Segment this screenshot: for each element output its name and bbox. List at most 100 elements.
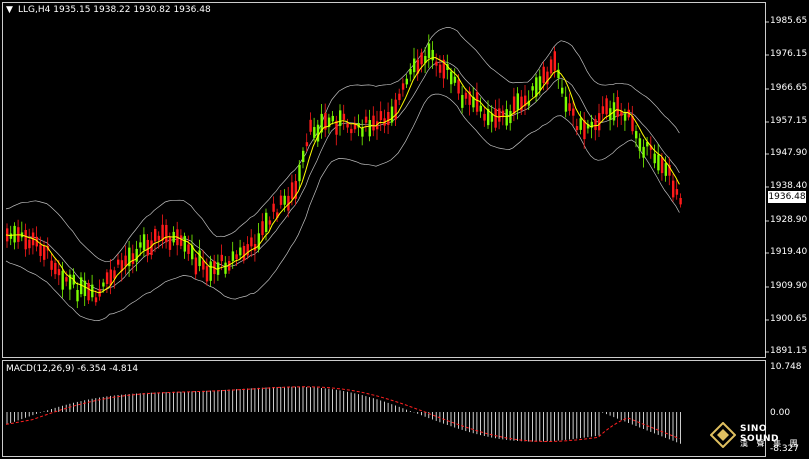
candle-body <box>209 261 212 281</box>
price-axis-label: 1966.65 <box>770 83 808 93</box>
candle-body <box>538 76 542 91</box>
candle-body <box>420 52 423 65</box>
candle-body <box>61 270 64 290</box>
macd-axis-bottom: -8.327 <box>770 444 800 454</box>
candle-body <box>146 239 149 256</box>
candle-body <box>294 180 297 199</box>
candle-body <box>9 233 13 239</box>
candle-body <box>672 180 675 198</box>
candle-body <box>316 124 320 142</box>
candle-body <box>453 76 457 83</box>
candle-body <box>331 115 334 122</box>
candle-body <box>468 91 471 105</box>
candle-body <box>183 235 186 252</box>
candle-body <box>94 297 98 303</box>
price-axis-label: 1947.90 <box>770 148 808 158</box>
candle-body <box>475 92 479 112</box>
candle-body <box>668 164 671 176</box>
candle-body <box>43 245 46 260</box>
candle-body <box>531 86 534 91</box>
candle-body <box>313 127 316 138</box>
candle-body <box>242 245 246 261</box>
candle-body <box>65 277 68 282</box>
candle-body <box>80 277 83 295</box>
candle-body <box>124 255 127 267</box>
candle-body <box>509 110 512 124</box>
candle-body <box>490 113 494 122</box>
candle-body <box>231 251 235 261</box>
candle-body <box>268 220 272 225</box>
candle-body <box>50 260 53 270</box>
candle-body <box>512 96 516 114</box>
symbol-info: LLG,H4 1935.15 1938.22 1930.82 1936.48 <box>18 5 211 15</box>
candle-body <box>228 261 231 271</box>
candle-body <box>224 262 227 274</box>
candle-body <box>431 49 434 61</box>
price-axis-label: 1909.90 <box>770 281 808 291</box>
candle-body <box>353 123 357 130</box>
bollinger-mid <box>5 61 680 291</box>
candle-body <box>165 224 168 243</box>
candle-body <box>575 126 579 131</box>
menu-icon[interactable]: ▼ <box>6 5 13 15</box>
candle-body <box>142 234 146 251</box>
candle-body <box>623 113 627 121</box>
candle-body <box>335 120 338 135</box>
candle-body <box>501 110 505 118</box>
candle-body <box>283 195 286 205</box>
candle-body <box>309 119 312 132</box>
candle-body <box>446 64 449 71</box>
candle-body <box>239 247 242 256</box>
candle-body <box>187 244 190 254</box>
candlesticks <box>6 34 682 309</box>
candle-body <box>28 239 31 249</box>
candle-body <box>272 203 275 212</box>
candle-body <box>191 245 194 260</box>
candle-body <box>664 163 667 176</box>
candle-body <box>109 269 112 286</box>
candle-body <box>35 236 38 247</box>
candle-body <box>113 270 116 279</box>
candle-body <box>128 247 131 267</box>
candle-body <box>675 189 679 195</box>
candle-body <box>364 116 368 123</box>
candle-body <box>387 112 390 125</box>
candle-body <box>261 221 264 236</box>
candle-body <box>646 141 649 147</box>
logo-subtitle: 漢 聲 集 團 <box>740 439 801 448</box>
candle-body <box>131 253 135 264</box>
candle-body <box>527 101 531 106</box>
candle-body <box>135 248 138 262</box>
candle-body <box>250 237 253 247</box>
candle-body <box>324 112 327 130</box>
candle-body <box>435 61 438 66</box>
candle-body <box>68 274 72 290</box>
candle-body <box>505 109 508 126</box>
candle-body <box>54 262 57 275</box>
candle-body <box>24 230 27 250</box>
candle-body <box>246 244 249 256</box>
axis-ticks <box>765 21 769 353</box>
candle-body <box>416 59 420 74</box>
price-axis-label: 1928.90 <box>770 215 808 225</box>
candle-body <box>346 123 349 128</box>
candle-body <box>339 110 342 126</box>
candle-body <box>516 93 519 110</box>
candle-body <box>564 96 568 112</box>
candle-body <box>398 93 401 101</box>
macd-panel-frame <box>2 360 766 457</box>
macd-title: MACD(12,26,9) -6.354 -4.814 <box>6 364 139 374</box>
price-axis-label: 1985.65 <box>770 16 808 26</box>
candle-body <box>350 128 353 134</box>
candle-body <box>302 150 305 163</box>
candle-body <box>498 108 501 122</box>
candle-body <box>168 236 172 250</box>
candle-body <box>457 79 460 94</box>
candle-body <box>594 119 597 131</box>
candle-body <box>327 117 331 128</box>
candle-body <box>235 254 238 260</box>
price-axis-label: 1938.40 <box>770 181 808 191</box>
bollinger-upper <box>5 27 680 263</box>
candle-body <box>549 59 553 74</box>
candle-body <box>372 115 375 131</box>
